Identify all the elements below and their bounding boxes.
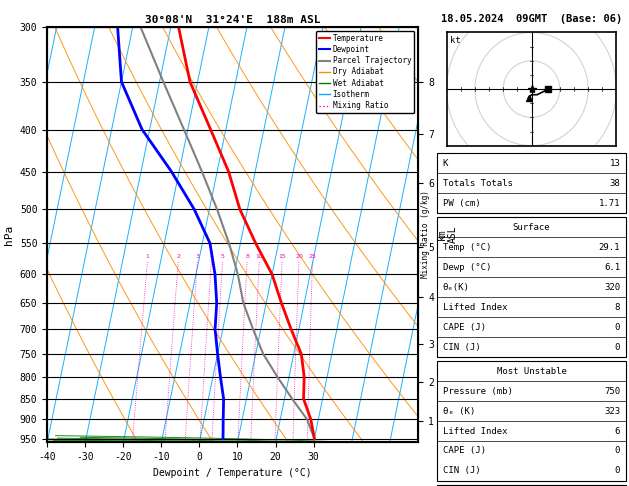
Text: 4: 4 bbox=[209, 254, 213, 259]
Text: PW (cm): PW (cm) bbox=[443, 199, 481, 208]
Text: Mixing Ratio (g/kg): Mixing Ratio (g/kg) bbox=[421, 191, 430, 278]
Text: 10: 10 bbox=[255, 254, 263, 259]
Text: Pressure (mb): Pressure (mb) bbox=[443, 387, 513, 396]
Legend: Temperature, Dewpoint, Parcel Trajectory, Dry Adiabat, Wet Adiabat, Isotherm, Mi: Temperature, Dewpoint, Parcel Trajectory… bbox=[316, 31, 415, 113]
Text: 13: 13 bbox=[610, 159, 620, 168]
Bar bbox=[437, 217, 626, 357]
Y-axis label: hPa: hPa bbox=[4, 225, 14, 244]
Text: Surface: Surface bbox=[513, 223, 550, 232]
Text: 0: 0 bbox=[615, 467, 620, 475]
Text: CIN (J): CIN (J) bbox=[443, 467, 481, 475]
Text: 38: 38 bbox=[610, 179, 620, 188]
Text: 8: 8 bbox=[245, 254, 249, 259]
Text: 0: 0 bbox=[615, 343, 620, 351]
Text: 1: 1 bbox=[145, 254, 149, 259]
X-axis label: Dewpoint / Temperature (°C): Dewpoint / Temperature (°C) bbox=[153, 468, 312, 478]
Text: Dewp (°C): Dewp (°C) bbox=[443, 263, 491, 272]
Bar bbox=[437, 361, 626, 481]
Text: 18.05.2024  09GMT  (Base: 06): 18.05.2024 09GMT (Base: 06) bbox=[441, 14, 622, 24]
Text: CAPE (J): CAPE (J) bbox=[443, 447, 486, 455]
Text: θₑ (K): θₑ (K) bbox=[443, 407, 475, 416]
Text: 6: 6 bbox=[615, 427, 620, 435]
Text: Lifted Index: Lifted Index bbox=[443, 427, 508, 435]
Text: 5: 5 bbox=[221, 254, 225, 259]
Title: 30°08'N  31°24'E  188m ASL: 30°08'N 31°24'E 188m ASL bbox=[145, 15, 321, 25]
Text: 29.1: 29.1 bbox=[599, 243, 620, 252]
Text: Totals Totals: Totals Totals bbox=[443, 179, 513, 188]
Text: 3: 3 bbox=[195, 254, 199, 259]
Text: 1.71: 1.71 bbox=[599, 199, 620, 208]
Text: Lifted Index: Lifted Index bbox=[443, 303, 508, 312]
Bar bbox=[437, 485, 626, 486]
Text: CIN (J): CIN (J) bbox=[443, 343, 481, 351]
Text: CAPE (J): CAPE (J) bbox=[443, 323, 486, 331]
Text: 8: 8 bbox=[615, 303, 620, 312]
Text: 0: 0 bbox=[615, 323, 620, 331]
Text: kt: kt bbox=[450, 36, 460, 45]
Text: K: K bbox=[443, 159, 448, 168]
Text: θₑ(K): θₑ(K) bbox=[443, 283, 470, 292]
Text: Temp (°C): Temp (°C) bbox=[443, 243, 491, 252]
Y-axis label: km
ASL: km ASL bbox=[437, 226, 459, 243]
Text: 25: 25 bbox=[309, 254, 316, 259]
Text: 2: 2 bbox=[176, 254, 180, 259]
Text: 20: 20 bbox=[295, 254, 303, 259]
Text: 15: 15 bbox=[278, 254, 286, 259]
Text: 750: 750 bbox=[604, 387, 620, 396]
Text: 0: 0 bbox=[615, 447, 620, 455]
Text: 6.1: 6.1 bbox=[604, 263, 620, 272]
Bar bbox=[437, 154, 626, 213]
Text: 323: 323 bbox=[604, 407, 620, 416]
Text: 320: 320 bbox=[604, 283, 620, 292]
Text: Most Unstable: Most Unstable bbox=[496, 367, 567, 376]
